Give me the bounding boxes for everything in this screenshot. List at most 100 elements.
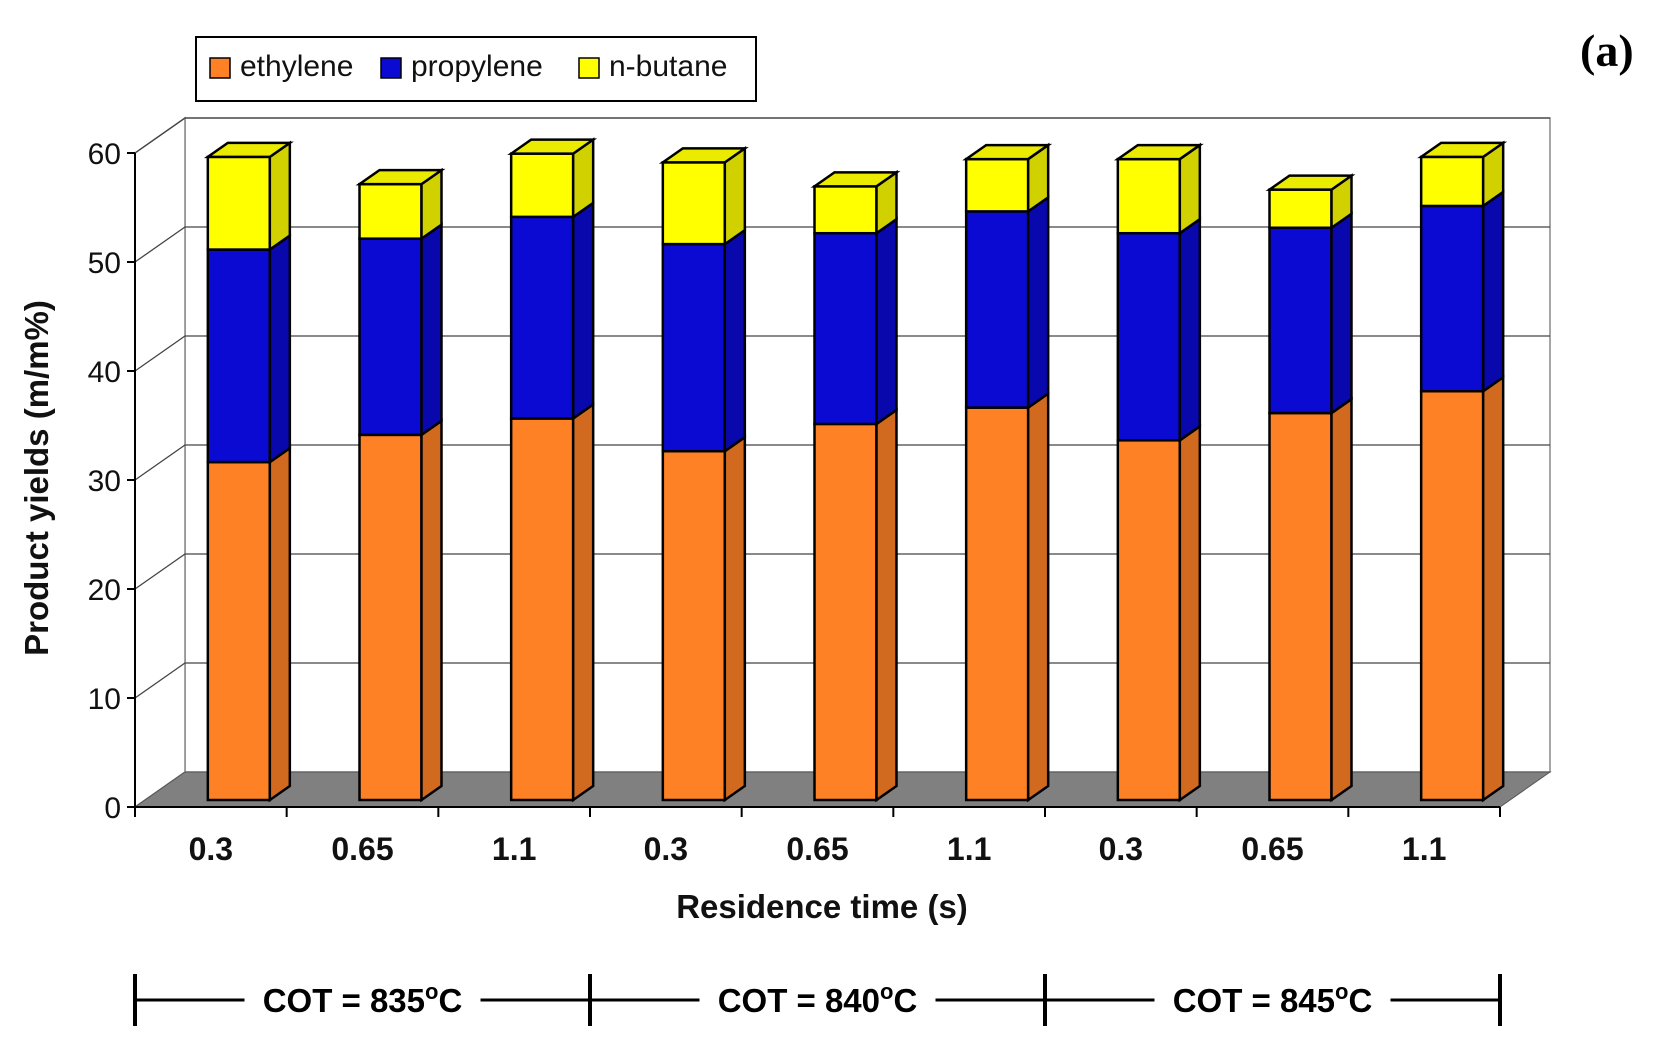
bar-top: [810, 171, 901, 188]
bar-segment-propylene-side: [1481, 189, 1505, 394]
bar-segment-propylene: [206, 248, 272, 464]
panel-label: (a): [1580, 25, 1634, 76]
bar-segment-n-butane: [1116, 157, 1182, 235]
bar-segment-ethylene-side: [1330, 396, 1353, 803]
x-tick-label: 0.3: [189, 831, 233, 867]
bar-segment-ethylene: [1268, 411, 1333, 802]
bar-top: [355, 168, 446, 186]
bar-segment-ethylene-side: [723, 434, 747, 803]
bar-top: [203, 141, 294, 159]
bar-top: [507, 138, 598, 155]
legend-label-propylene: propylene: [411, 50, 543, 83]
y-tick-label: 0: [104, 792, 121, 825]
y-tick-label: 50: [88, 247, 121, 280]
bar-top: [1113, 143, 1204, 161]
bar-stack: [810, 169, 901, 803]
bar-top: [1265, 174, 1356, 191]
bars: [203, 137, 1508, 803]
bar-segment-ethylene-side: [1481, 374, 1505, 803]
bar-segment-ethylene: [358, 433, 423, 802]
gridline: [134, 335, 1550, 372]
x-tick-label: 0.65: [331, 831, 393, 867]
bar-stack: [1417, 140, 1508, 803]
legend: ethylene propylene n-butane: [195, 36, 757, 102]
bar-stack: [1265, 173, 1356, 803]
y-tick-label: 60: [88, 138, 121, 171]
legend-swatch-n-butane: [578, 57, 600, 79]
x-axis: 0.3 0.65 1.1 0.3 0.65 1.1 0.3 0.65 1.1: [134, 806, 1501, 867]
bar-segment-n-butane: [1268, 188, 1333, 230]
bar-segment-propylene-side: [420, 222, 443, 438]
bar-stack: [355, 167, 446, 803]
bar-segment-propylene: [509, 215, 575, 420]
bar-segment-n-butane: [661, 161, 727, 246]
bar-segment-n-butane-side: [723, 145, 747, 247]
cot-label: COT = 835oC: [263, 979, 463, 1019]
bar-segment-n-butane: [964, 157, 1030, 213]
cot-label-bg: [1154, 976, 1391, 1024]
gridlines: [134, 117, 1550, 699]
bar-segment-n-butane-side: [268, 140, 292, 252]
gridline: [134, 117, 1550, 154]
bar-segment-ethylene-side: [420, 418, 443, 803]
bar-top: [1417, 141, 1508, 159]
bar-top: [962, 143, 1053, 161]
legend-swatch-propylene: [380, 57, 402, 79]
bar-stack: [1113, 142, 1204, 803]
gridline: [134, 662, 1550, 699]
bar-segment-ethylene-side: [268, 445, 292, 803]
bar-stack: [962, 142, 1053, 803]
x-tick-label: 1.1: [947, 831, 991, 867]
bar-segment-ethylene-side: [875, 407, 898, 803]
y-tick-label: 40: [88, 356, 121, 389]
bar-segment-propylene-side: [875, 216, 898, 427]
x-tick-label: 0.3: [644, 831, 688, 867]
legend-box: [195, 36, 757, 102]
bar-segment-propylene: [1268, 226, 1333, 415]
bar-segment-propylene-side: [723, 227, 747, 454]
bar-stack: [658, 145, 749, 803]
cot-label-bg: [699, 976, 936, 1024]
bar-segment-propylene-side: [268, 233, 292, 465]
bar-segment-ethylene: [1419, 390, 1485, 802]
bar-segment-propylene-side: [571, 200, 595, 421]
y-tick-label: 20: [88, 574, 121, 607]
x-tick-label: 1.1: [492, 831, 536, 867]
x-tick-label: 0.65: [786, 831, 848, 867]
x-tick-label: 1.1: [1402, 831, 1446, 867]
bar-segment-propylene-side: [1330, 211, 1353, 416]
cot-label: COT = 840oC: [718, 979, 918, 1019]
legend-swatch-ethylene: [209, 57, 231, 79]
bar-segment-ethylene: [813, 422, 878, 802]
legend-label-n-butane: n-butane: [609, 50, 727, 83]
x-tick-label: 0.65: [1241, 831, 1303, 867]
gridline: [134, 226, 1550, 263]
bar-segment-propylene: [661, 242, 727, 453]
bar-stack: [507, 137, 598, 803]
cot-label-bg: [244, 976, 481, 1024]
bar-segment-propylene-side: [1026, 194, 1050, 411]
bar-segment-propylene: [813, 231, 878, 426]
cot-label: COT = 845oC: [1173, 979, 1373, 1019]
bar-segment-propylene-side: [1178, 216, 1202, 443]
x-axis-title: Residence time (s): [676, 888, 968, 925]
bar-segment-n-butane: [206, 155, 272, 251]
bar-segment-ethylene: [206, 460, 272, 802]
gridline: [134, 444, 1550, 481]
y-tick-label: 30: [88, 465, 121, 498]
cot-brackets: COT = 835oC COT = 840oC COT = 845oC: [133, 974, 1502, 1026]
bar-stack: [203, 140, 294, 803]
bar-segment-ethylene-side: [571, 402, 595, 803]
bar-segment-n-butane: [358, 182, 423, 240]
bar-segment-propylene: [358, 237, 423, 437]
bar-top: [658, 147, 749, 164]
bar-segment-propylene: [1116, 231, 1182, 442]
gridline: [134, 553, 1550, 590]
bar-segment-n-butane: [509, 152, 575, 219]
bar-segment-ethylene: [509, 417, 575, 802]
bar-segment-propylene: [964, 210, 1030, 409]
y-axis-title: Product yields (m/m%): [18, 300, 55, 656]
y-axis: 0 10 20 30 40 50 60: [88, 138, 136, 825]
bar-segment-propylene: [1419, 204, 1485, 393]
